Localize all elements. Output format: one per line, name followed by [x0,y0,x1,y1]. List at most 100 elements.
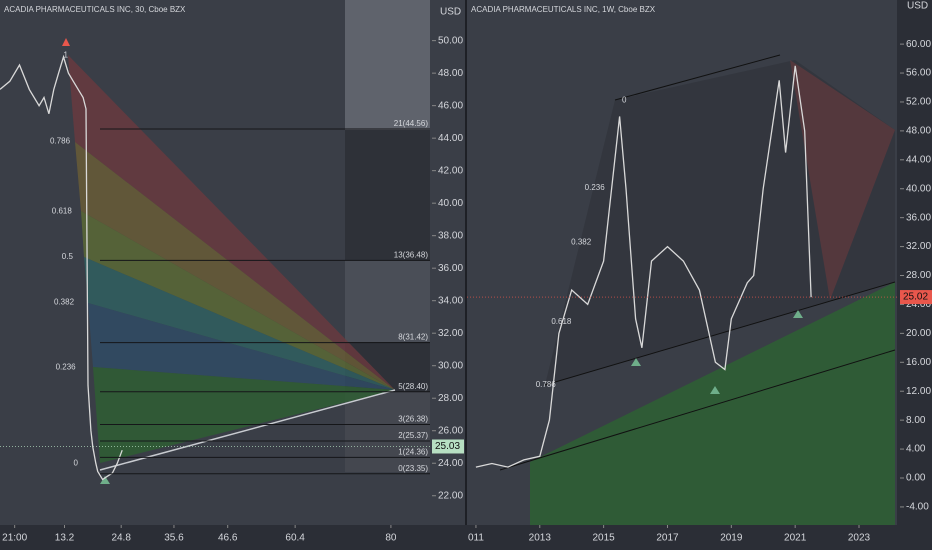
last-price-box [432,439,464,454]
y-tick-label: 26.00 [438,425,463,436]
y-tick-label: 40.00 [438,198,463,209]
x-tick-label: 2015 [593,533,616,544]
fib-box [345,260,430,342]
last-price-label: 25.02 [903,292,928,303]
y-tick-label: 22.00 [438,490,463,501]
last-price-box [900,290,932,305]
x-tick-label: 21:00 [2,533,27,544]
y-tick-label: 52.00 [906,97,931,108]
fib-box [345,392,430,472]
x-tick-label: 35.6 [164,533,184,544]
arrow-down [62,38,70,46]
x-tick-label: 2023 [848,533,871,544]
fib-level-label: 8(31.42) [398,333,428,342]
x-tick-label: 2019 [720,533,743,544]
price-line [0,54,123,481]
fib-band [75,142,395,390]
y-tick-label: 34.00 [438,295,463,306]
fib-level-label: 0(23.35) [398,464,428,473]
axis-unit: USD [907,1,928,12]
chart-title: ACADIA PHARMACEUTICALS INC, 1W, Cboe BZX [471,5,656,14]
y-tick-label: 4.00 [906,444,926,455]
fib-level-label: 5(28.40) [398,382,428,391]
y-tick-label: 8.00 [906,415,926,426]
y-tick-label: 40.00 [906,183,931,194]
trend-line [99,389,396,471]
x-tick-label: 2017 [656,533,679,544]
fib-label: 0.236 [56,362,77,371]
y-tick-label: 42.00 [438,165,463,176]
arrow-up [710,386,720,394]
fib-label: 0.382 [54,297,75,306]
y-tick-label: 44.00 [906,154,931,165]
y-tick-label: 44.00 [438,133,463,144]
fib-band [88,303,395,390]
fib-label: 0.236 [585,183,606,192]
fib-box [345,0,430,130]
arrow-up [631,358,641,366]
y-tick-label: 20.00 [906,328,931,339]
y-tick-label: 0.00 [906,473,926,484]
y-tick-label: 24.00 [906,299,931,310]
y-tick-label: 30.00 [438,360,463,371]
y-tick-label: 28.00 [438,393,463,404]
channel-line [544,281,896,386]
last-price-label: 25.03 [435,441,460,452]
channel-zone [530,282,895,525]
y-tick-label: -4.00 [906,502,929,513]
y-tick-label: 28.00 [906,270,931,281]
y-tick-label: 50.00 [438,35,463,46]
y-tick-label: 48.00 [438,68,463,79]
fib-level-label: 2(25.37) [398,431,428,440]
fib-label: 0.382 [571,237,592,246]
fib-level-label: 13(36.48) [394,250,429,259]
fib-label: 1 [64,50,69,59]
y-tick-label: 48.00 [906,126,931,137]
y-tick-label: 32.00 [906,241,931,252]
y-tick-label: 12.00 [906,386,931,397]
x-tick-label: 80 [385,533,397,544]
x-tick-label: 24.8 [111,533,131,544]
chart-title: ACADIA PHARMACEUTICALS INC, 30, Cboe BZX [4,5,186,14]
fib-label: 0.786 [50,137,71,146]
fib-band [84,257,395,390]
y-tick-label: 56.00 [906,68,931,79]
fib-label: 0.618 [551,317,572,326]
x-tick-label: 60.4 [285,533,305,544]
divider [465,0,467,550]
fib-wedge [790,60,895,300]
x-tick-label: 2013 [529,533,552,544]
fib-label: 0.618 [52,206,73,215]
axis-unit: USD [440,7,461,18]
fib-label: 0.786 [536,380,557,389]
fib-level-label: 3(26.38) [398,415,428,424]
fib-label: 0 [622,96,627,105]
x-axis-band [0,525,932,550]
y-tick-label: 32.00 [438,328,463,339]
fib-box [345,130,430,260]
channel-line [614,54,781,101]
x-tick-label: 13.2 [55,533,75,544]
arrow-up [100,476,110,484]
x-tick-label: 46.6 [218,533,238,544]
channel-line [499,349,896,471]
arrow-up [793,310,803,318]
x-tick-label: 2021 [784,533,807,544]
x-tick-label: 011 [468,533,484,544]
y-tick-label: 36.00 [438,263,463,274]
fib-level-label: 21(44.56) [394,119,429,128]
y-tick-label: 16.00 [906,357,931,368]
fib-label: 0 [74,458,79,467]
fib-band [81,211,395,390]
price-line [475,65,812,468]
y-tick-label: 24.00 [438,458,463,469]
y-tick-label: 60.00 [906,39,931,50]
y-tick-label: 36.00 [906,212,931,223]
y-tick-label: 38.00 [438,230,463,241]
fib-band [93,367,395,463]
fib-band [68,55,395,390]
fib-level-label: 1(24.36) [398,447,428,456]
fib-label: 0.5 [62,252,74,261]
y-tick-label: 46.00 [438,100,463,111]
